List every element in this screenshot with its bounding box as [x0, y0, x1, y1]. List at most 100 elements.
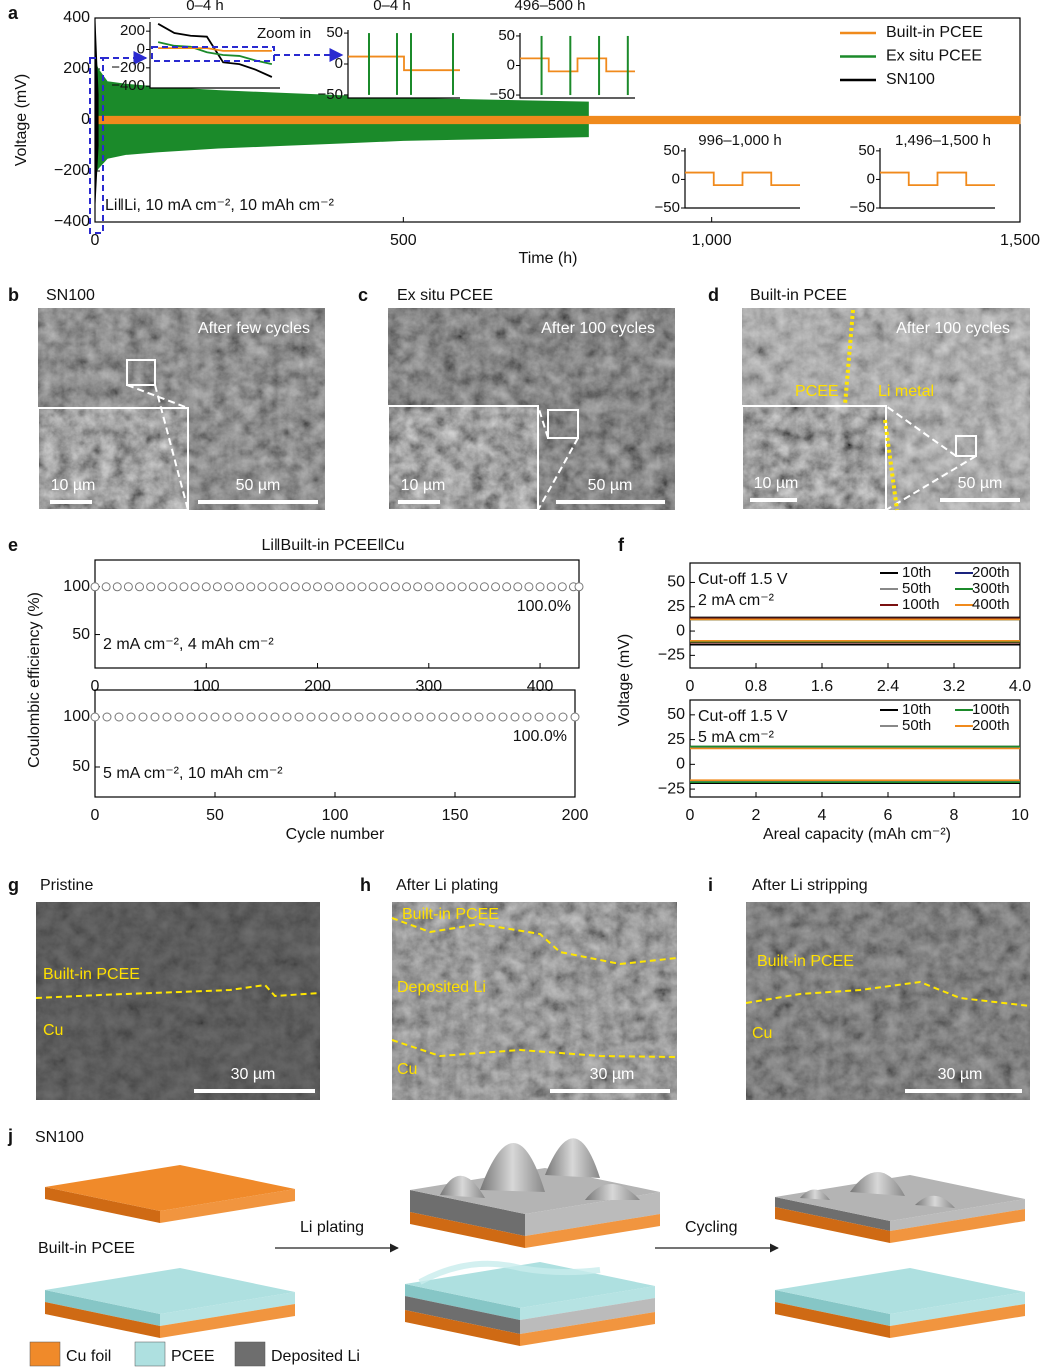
data-point	[179, 582, 189, 592]
layer-side	[890, 1209, 1025, 1243]
region-label: Cu	[43, 1022, 63, 1039]
region-label: Li metal	[878, 383, 934, 400]
panel-label: e	[8, 535, 18, 555]
panel-title: Ex situ PCEE	[397, 287, 493, 304]
y-tick-label: 50	[498, 27, 515, 44]
y-tick-label: −50	[655, 199, 680, 216]
legend-label: Deposited Li	[271, 1348, 360, 1365]
dendrite	[915, 1195, 955, 1208]
layer-top	[775, 1175, 1025, 1221]
zoom-square	[547, 409, 579, 439]
data-point	[379, 582, 389, 592]
layer-side	[525, 1214, 660, 1248]
dendrite	[850, 1171, 905, 1196]
data-point	[513, 582, 523, 592]
x-tick-label: 4.0	[1009, 678, 1031, 695]
data-point	[235, 582, 245, 592]
y-tick-label: 100	[63, 708, 90, 725]
region-label: Built-in PCEE	[757, 953, 854, 970]
data-point	[486, 712, 496, 722]
layer-top	[45, 1165, 295, 1211]
interface-line	[35, 983, 321, 999]
data-point	[198, 712, 208, 722]
inset-line	[157, 41, 273, 66]
y-tick-label: −50	[318, 86, 343, 103]
condition: Cut-off 1.5 V	[698, 708, 788, 725]
dendrite	[440, 1175, 485, 1198]
inset-title: 0–4 h	[186, 0, 224, 14]
data-point	[224, 582, 234, 592]
y-tick-label: 0	[672, 170, 680, 187]
legend-label: 300th	[972, 580, 1010, 597]
step-label: Li plating	[300, 1219, 364, 1236]
region-label: Built-in PCEE	[43, 966, 140, 983]
x-tick-label: 0	[91, 678, 100, 695]
data-point	[342, 712, 352, 722]
data-point	[112, 582, 122, 592]
legend-label: 100th	[902, 596, 940, 613]
data-point	[354, 712, 364, 722]
x-axis-label: Areal capacity (mAh cm⁻²)	[763, 826, 951, 843]
data-point	[101, 582, 111, 592]
x-tick-label: 4	[818, 807, 827, 824]
data-point	[446, 582, 456, 592]
y-tick-label: 50	[667, 574, 685, 591]
x-tick-label: 100	[193, 678, 220, 695]
data-point	[294, 712, 304, 722]
axis-line	[519, 33, 635, 99]
plot-frame	[94, 559, 580, 669]
data-point	[502, 582, 512, 592]
legend-label: 50th	[902, 717, 931, 734]
legend-label: 400th	[972, 596, 1010, 613]
data-point	[301, 582, 311, 592]
data-point	[558, 712, 568, 722]
inset-title: 996–1,000 h	[698, 132, 781, 149]
data-point	[123, 582, 133, 592]
condition: 2 mA cm⁻²	[698, 592, 775, 609]
layer-side	[410, 1212, 525, 1248]
data-point	[378, 712, 388, 722]
y-axis-label: Voltage (mV)	[13, 74, 30, 166]
zoom-box	[89, 57, 104, 234]
data-point	[268, 582, 278, 592]
data-point	[212, 582, 222, 592]
y-tick-label: 50	[72, 758, 90, 775]
x-tick-label: 2	[752, 807, 761, 824]
layer-side	[890, 1199, 1025, 1231]
panel-title: Built-in PCEE	[750, 287, 847, 304]
x-tick-label: 100	[322, 807, 349, 824]
x-tick-label: 50	[206, 807, 224, 824]
x-axis-label: Time (h)	[519, 250, 578, 267]
condition: 5 mA cm⁻²	[698, 729, 775, 746]
layer-side	[45, 1302, 160, 1338]
condition: Cut-off 1.5 V	[698, 571, 788, 588]
region-label: PCEE	[795, 383, 839, 400]
x-tick-label: 0	[91, 232, 100, 249]
interface-line	[843, 309, 855, 406]
x-tick-label: 200	[304, 678, 331, 695]
region-label: Cu	[397, 1061, 417, 1078]
data-point	[222, 712, 232, 722]
data-point	[246, 712, 256, 722]
legend-label: 10th	[902, 701, 931, 718]
value-note: 100.0%	[513, 728, 567, 745]
data-point	[90, 712, 100, 722]
legend-label: Built-in PCEE	[886, 24, 983, 41]
panel-label: b	[8, 285, 19, 305]
x-tick-label: 150	[442, 807, 469, 824]
data-point	[570, 712, 580, 722]
sem-inset-frame	[741, 405, 887, 511]
dendrite	[800, 1189, 830, 1200]
layer-side	[775, 1197, 890, 1231]
legend-label: 10th	[902, 564, 931, 581]
data-point	[450, 712, 460, 722]
scale-bar-label: 50 µm	[236, 477, 281, 494]
y-tick-label: 50	[326, 24, 343, 41]
x-tick-label: 0	[686, 678, 695, 695]
sem-tone	[392, 902, 677, 1100]
data-point	[190, 582, 200, 592]
y-tick-label: 0	[867, 170, 875, 187]
y-tick-label: 0	[137, 40, 145, 57]
region-label: Deposited Li	[397, 979, 486, 996]
y-tick-label: −25	[658, 780, 685, 797]
